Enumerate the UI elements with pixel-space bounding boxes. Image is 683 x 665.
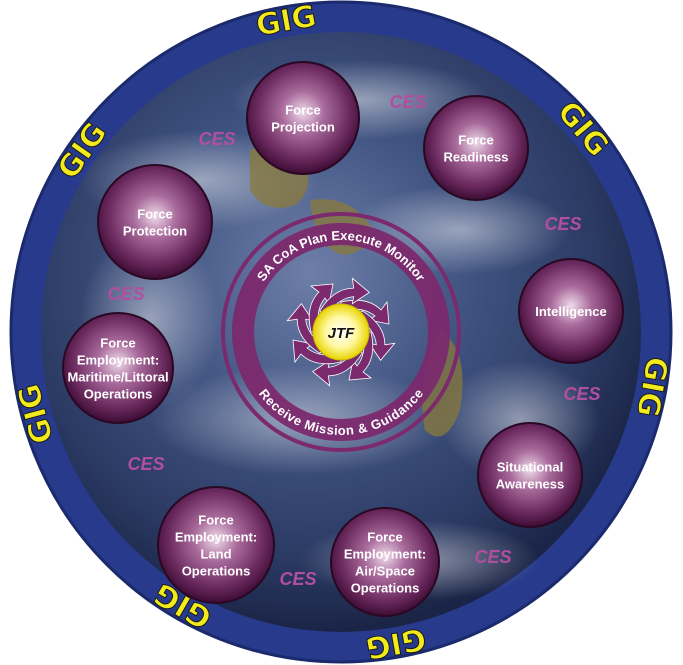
ces-label: CES	[279, 569, 316, 589]
node-group: Force Projection Force Readiness Intelligenc…	[62, 61, 624, 617]
node-circle	[157, 486, 275, 604]
node-label: Awareness	[496, 477, 564, 492]
gig-label: GIG	[253, 0, 319, 44]
node-force-protection: Force Protection	[97, 164, 213, 280]
jtf-label: JTF	[328, 325, 356, 342]
ces-label: CES	[198, 129, 235, 149]
node-label: Operations	[84, 387, 153, 402]
node-force-employment-land: Force Employment: Land Operations	[157, 486, 275, 604]
ces-label: CES	[127, 454, 164, 474]
node-label: Force	[100, 336, 135, 351]
node-label: Force	[137, 207, 172, 222]
node-force-employment-air-space: Force Employment: Air/Space Operations	[330, 507, 440, 617]
node-label: Protection	[123, 224, 187, 239]
node-circle	[518, 258, 624, 364]
node-label: Intelligence	[535, 304, 607, 319]
node-label: Situational	[497, 460, 563, 475]
node-label: Readiness	[443, 150, 508, 165]
node-circle	[423, 95, 529, 201]
center-outer-ring	[221, 212, 461, 452]
node-label: Land	[200, 547, 231, 562]
node-label: Projection	[271, 120, 335, 135]
ces-label: CES	[107, 284, 144, 304]
node-situational-awareness: Situational Awareness	[477, 422, 583, 528]
ces-labels: CES CES CES CES CES CES CES CES	[107, 92, 600, 589]
node-circle	[246, 61, 360, 175]
node-circle	[330, 507, 440, 617]
node-label: Force	[285, 103, 320, 118]
node-circle	[97, 164, 213, 280]
node-label: Employment:	[344, 547, 426, 562]
ces-label: CES	[563, 384, 600, 404]
node-force-projection: Force Projection	[246, 61, 360, 175]
node-label: Force	[367, 530, 402, 545]
node-force-readiness: Force Readiness	[423, 95, 529, 201]
node-label: Force	[458, 133, 493, 148]
node-label: Employment:	[175, 530, 257, 545]
node-label: Force	[198, 513, 233, 528]
ces-label: CES	[389, 92, 426, 112]
node-circle	[62, 312, 174, 424]
ces-label: CES	[474, 547, 511, 567]
node-label: Maritime/Littoral	[67, 370, 168, 385]
node-label: Air/Space	[355, 564, 415, 579]
node-intelligence: Intelligence	[518, 258, 624, 364]
jtf-center	[312, 303, 370, 361]
node-label: Operations	[182, 564, 251, 579]
node-force-employment-maritime: Force Employment: Maritime/Littoral Operati…	[62, 312, 174, 424]
center-ring-band	[232, 223, 450, 441]
node-label: Operations	[351, 581, 420, 596]
node-label: Employment:	[77, 353, 159, 368]
ces-label: CES	[544, 214, 581, 234]
node-circle	[477, 422, 583, 528]
